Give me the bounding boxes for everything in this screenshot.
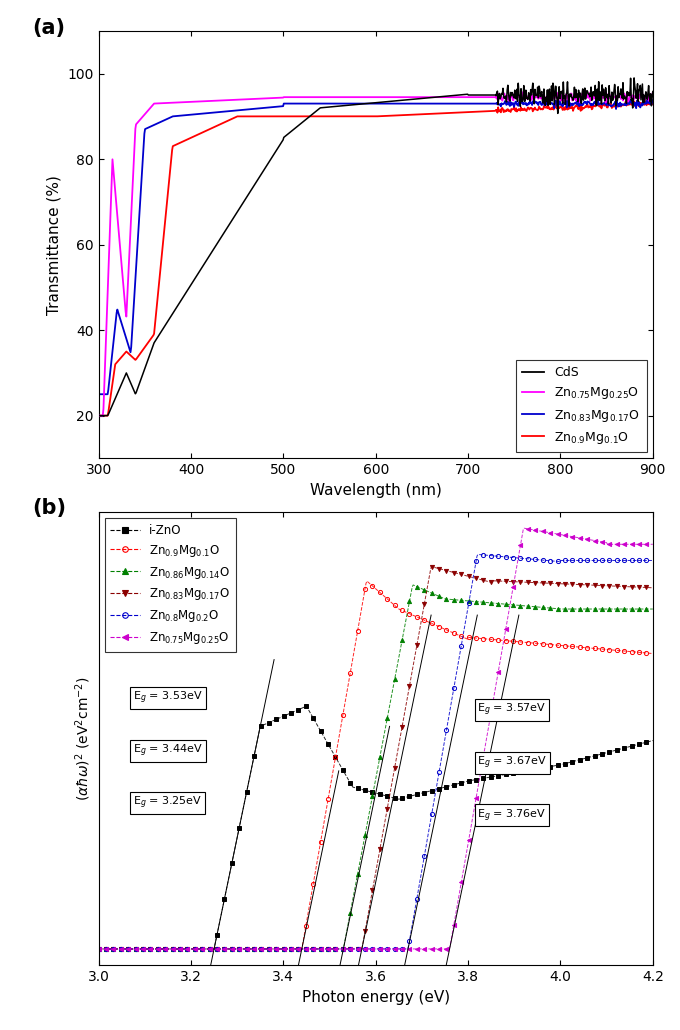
Legend: i-ZnO, Zn$_{0.9}$Mg$_{0.1}$O, Zn$_{0.86}$Mg$_{0.14}$O, Zn$_{0.83}$Mg$_{0.17}$O, : i-ZnO, Zn$_{0.9}$Mg$_{0.1}$O, Zn$_{0.86}… xyxy=(105,518,236,652)
Text: (b): (b) xyxy=(32,499,66,518)
Text: E$_g$ = 3.76eV: E$_g$ = 3.76eV xyxy=(477,808,546,824)
Legend: CdS, Zn$_{0.75}$Mg$_{0.25}$O, Zn$_{0.83}$Mg$_{0.17}$O, Zn$_{0.9}$Mg$_{0.1}$O: CdS, Zn$_{0.75}$Mg$_{0.25}$O, Zn$_{0.83}… xyxy=(515,359,647,452)
Y-axis label: $(\alpha\hbar\omega)^2$ (eV$^2$cm$^{-2}$): $(\alpha\hbar\omega)^2$ (eV$^2$cm$^{-2}$… xyxy=(73,676,93,801)
Text: E$_g$ = 3.67eV: E$_g$ = 3.67eV xyxy=(477,755,547,771)
Y-axis label: Transmittance (%): Transmittance (%) xyxy=(47,175,62,314)
Text: E$_g$ = 3.53eV: E$_g$ = 3.53eV xyxy=(133,690,203,707)
X-axis label: Photon energy (eV): Photon energy (eV) xyxy=(302,990,449,1004)
Text: E$_g$ = 3.57eV: E$_g$ = 3.57eV xyxy=(477,702,547,718)
Text: (a): (a) xyxy=(32,19,65,38)
Text: E$_g$ = 3.25eV: E$_g$ = 3.25eV xyxy=(133,795,203,812)
X-axis label: Wavelength (nm): Wavelength (nm) xyxy=(310,483,441,497)
Text: E$_g$ = 3.44eV: E$_g$ = 3.44eV xyxy=(133,743,203,759)
